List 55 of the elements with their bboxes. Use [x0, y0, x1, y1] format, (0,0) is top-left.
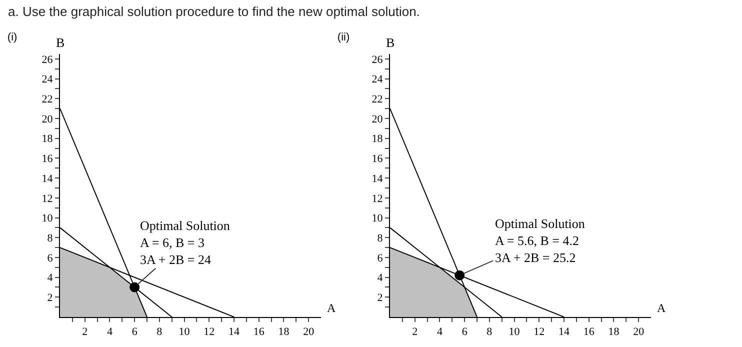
y-tick-label: 18 — [372, 133, 384, 146]
x-axis-title: A — [327, 301, 336, 315]
x-tick-label: 18 — [278, 326, 290, 338]
y-tick-label: 6 — [47, 252, 54, 264]
annotation: Optimal Solution A = 5.6, B = 4.2 3A + 2B = 25.2 — [495, 216, 586, 265]
x-tick-label: 16 — [583, 326, 595, 338]
x-tick-label: 14 — [228, 326, 240, 338]
x-tick-label: 12 — [534, 326, 545, 338]
x-tick-label: 20 — [303, 326, 315, 338]
y-tick-label: 10 — [42, 212, 54, 225]
x-tick-label: 2 — [82, 326, 88, 338]
annotation: Optimal Solution A = 6, B = 3 3A + 2B = 24 — [140, 218, 230, 267]
x-tick-label: 10 — [178, 326, 190, 338]
y-tick-label: 4 — [377, 272, 384, 284]
text: a. Use the graphical solution procedure to find the new optimal solution. — [8, 4, 420, 19]
y-tick-label: 22 — [42, 94, 53, 106]
y-tick-label: 14 — [372, 172, 384, 185]
y-tick-label: 22 — [372, 94, 383, 106]
y-tick-label: 24 — [372, 74, 384, 86]
y-tick-label: 10 — [372, 212, 384, 225]
y-tick-label: 20 — [372, 113, 384, 126]
y-tick-label: 20 — [42, 113, 54, 126]
y-tick-label: 18 — [42, 133, 54, 146]
y-tick-label: 24 — [42, 74, 54, 86]
x-tick-label: 12 — [204, 326, 215, 338]
x-tick-label: 20 — [633, 326, 645, 338]
chart-title: (ii) — [337, 31, 350, 44]
x-tick-label: 14 — [558, 326, 570, 338]
x-tick-label: 10 — [508, 326, 520, 338]
y-tick-label: 16 — [372, 153, 384, 166]
x-tick-label: 6 — [132, 326, 138, 338]
y-axis-title: B — [56, 35, 65, 50]
x-tick-label: 4 — [106, 326, 113, 338]
x-tick-label: 8 — [486, 326, 493, 338]
x-tick-label: 8 — [156, 326, 163, 338]
y-tick-label: 14 — [42, 172, 54, 185]
y-axis-title: B — [386, 35, 395, 50]
y-tick-label: 2 — [377, 292, 383, 304]
y-tick-label: 26 — [372, 54, 384, 66]
y-tick-label: 12 — [372, 192, 383, 205]
x-axis-title: A — [657, 301, 666, 315]
y-tick-label: 4 — [47, 272, 54, 284]
chart-title: (i) — [7, 31, 18, 44]
y-tick-label: 8 — [377, 232, 384, 244]
y-tick-label: 26 — [42, 54, 54, 66]
y-tick-label: 8 — [47, 232, 54, 244]
x-tick-label: 16 — [253, 326, 265, 338]
y-tick-label: 6 — [377, 252, 384, 264]
y-tick-label: 2 — [47, 292, 53, 304]
y-tick-label: 12 — [42, 192, 53, 205]
x-tick-label: 2 — [412, 326, 418, 338]
x-tick-label: 6 — [462, 326, 468, 338]
x-tick-label: 4 — [436, 326, 443, 338]
x-tick-label: 18 — [608, 326, 620, 338]
y-tick-label: 16 — [42, 153, 54, 166]
